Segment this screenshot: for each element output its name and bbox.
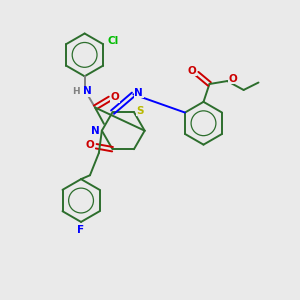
Text: N: N — [91, 126, 100, 136]
Text: S: S — [137, 106, 144, 116]
Text: O: O — [111, 92, 120, 102]
Text: F: F — [77, 225, 85, 235]
Text: N: N — [82, 86, 91, 96]
Text: O: O — [228, 74, 237, 84]
Text: H: H — [73, 87, 80, 96]
Text: O: O — [85, 140, 94, 150]
Text: N: N — [134, 88, 143, 98]
Text: Cl: Cl — [107, 36, 118, 46]
Text: O: O — [187, 66, 196, 76]
